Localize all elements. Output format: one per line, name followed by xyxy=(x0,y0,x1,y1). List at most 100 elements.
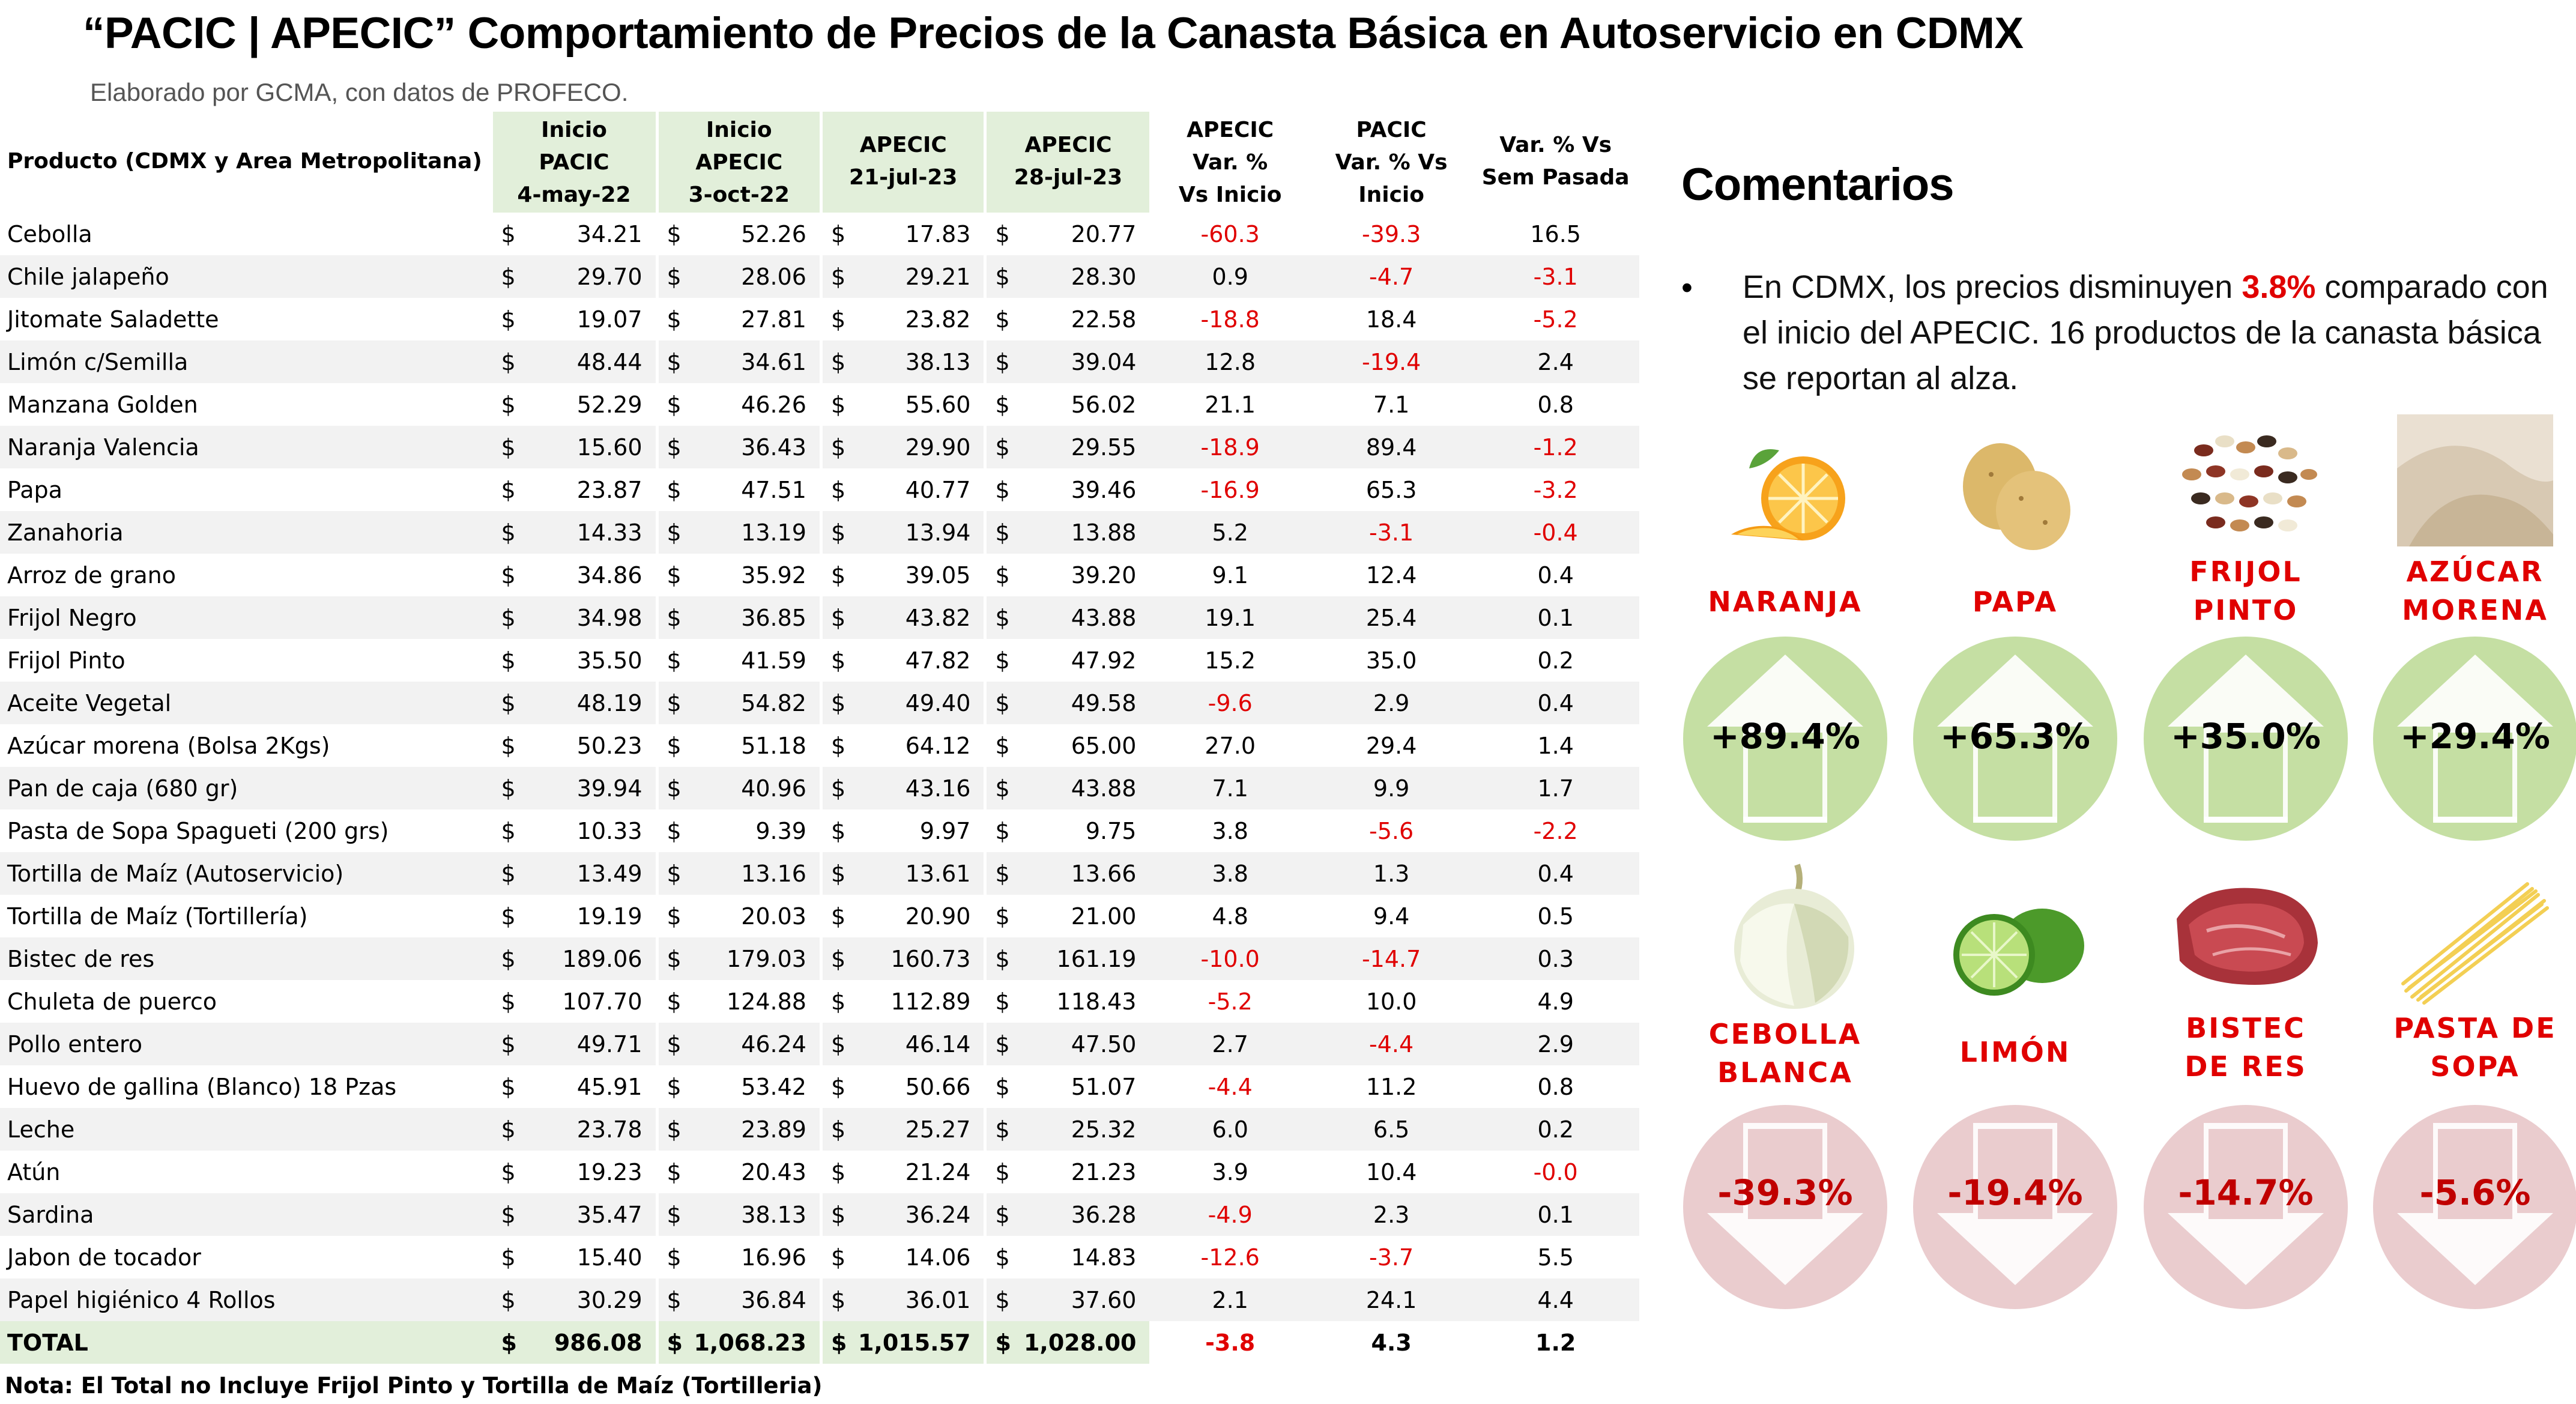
currency-symbol: $ xyxy=(984,255,1020,298)
currency-symbol: $ xyxy=(492,596,528,639)
table-row: Leche $23.78 $23.89 $25.27 $25.32 6.0 6.5 0.2 xyxy=(0,1108,1639,1151)
price-value: 19.19 xyxy=(576,903,642,930)
price-value: 34.61 xyxy=(691,340,821,383)
card-naranja: NARANJA +89.4% xyxy=(1671,408,1899,841)
currency-symbol: $ xyxy=(655,767,692,809)
variation-value: -5.2 xyxy=(1533,306,1578,333)
product-name: Frijol Pinto xyxy=(7,647,125,674)
variation-value: -16.9 xyxy=(1200,476,1260,503)
price-value: 54.82 xyxy=(691,682,821,724)
currency-symbol: $ xyxy=(984,1193,1020,1236)
variation-value: -39.3 xyxy=(1361,220,1421,247)
variation-value: 7.1 xyxy=(1373,391,1410,418)
currency-symbol: $ xyxy=(655,895,692,937)
variation-value: 15.2 xyxy=(1205,647,1256,674)
product-name: Sardina xyxy=(0,1193,493,1236)
product-name: Bistec de res xyxy=(0,937,493,980)
product-name: Jabon de tocador xyxy=(7,1244,201,1271)
increase-value: +65.3% xyxy=(1940,716,2090,757)
price-value: 35.47 xyxy=(527,1193,657,1236)
variation-value: 1.3 xyxy=(1310,852,1472,895)
product-name: Pasta de Sopa Spagueti (200 grs) xyxy=(7,817,389,844)
variation-value: -2.2 xyxy=(1533,817,1578,844)
price-value: 50.23 xyxy=(576,732,642,759)
currency-symbol: $ xyxy=(501,817,516,844)
product-name: Chile jalapeño xyxy=(0,255,493,298)
currency-symbol: $ xyxy=(984,1108,1020,1151)
variation-value: 9.4 xyxy=(1373,903,1410,930)
currency-symbol: $ xyxy=(984,213,1020,255)
variation-value: 9.9 xyxy=(1310,767,1472,809)
price-value: 19.23 xyxy=(576,1158,642,1185)
increase-value: +29.4% xyxy=(2400,716,2550,757)
product-name: Cebolla xyxy=(7,220,92,247)
currency-symbol: $ xyxy=(655,213,692,255)
variation-value: -14.7 xyxy=(1310,937,1472,980)
price-value: 13.88 xyxy=(1020,511,1150,554)
price-value: 15.40 xyxy=(576,1244,642,1271)
page-title: “PACIC | APECIC” Comportamiento de Preci… xyxy=(83,9,2024,58)
currency-symbol: $ xyxy=(492,340,528,383)
price-value: 189.06 xyxy=(527,937,657,980)
price-value: 17.83 xyxy=(905,220,971,247)
variation-value: -1.2 xyxy=(1472,426,1639,468)
variation-value: 0.4 xyxy=(1537,561,1574,589)
price-value: 51.18 xyxy=(741,732,806,759)
currency-symbol: $ xyxy=(984,554,1020,596)
price-value: 51.07 xyxy=(1071,1073,1137,1100)
decrease-value: -5.6% xyxy=(2419,1172,2531,1213)
card-label: PASTA DE SOPA xyxy=(2393,1012,2557,1083)
currency-symbol: $ xyxy=(501,903,516,930)
beans-icon xyxy=(2182,435,2317,531)
currency-symbol: $ xyxy=(984,596,1020,639)
currency-symbol: $ xyxy=(819,852,856,895)
currency-symbol: $ xyxy=(655,852,692,895)
page-subtitle: Elaborado por GCMA, con datos de PROFECO… xyxy=(90,78,629,106)
currency-symbol: $ xyxy=(492,426,528,468)
bullet: • xyxy=(1681,270,1693,306)
table-row: Frijol Pinto $35.50 $41.59 $47.82 $47.92 15.2… xyxy=(0,639,1639,682)
price-value: 39.04 xyxy=(1020,340,1150,383)
table-row: Papa $23.87 $47.51 $40.77 $39.46 -16.9 65.3 -3.… xyxy=(0,468,1639,511)
price-value: 46.24 xyxy=(691,1023,821,1065)
currency-symbol: $ xyxy=(819,1108,856,1151)
price-value: 13.66 xyxy=(1020,852,1150,895)
currency-symbol: $ xyxy=(501,1158,516,1185)
card-label: PAPA xyxy=(1972,586,2058,618)
variation-value: 0.2 xyxy=(1472,1108,1639,1151)
variation-value: 0.1 xyxy=(1472,596,1639,639)
table-header-row: Producto (CDMX y Area Metropolitana) Ini… xyxy=(0,112,1639,213)
price-value: 36.84 xyxy=(691,1278,821,1321)
comments-title: Comentarios xyxy=(1681,159,1955,210)
currency-symbol: $ xyxy=(492,511,528,554)
price-value: 13.94 xyxy=(856,511,985,554)
card-label: NARANJA xyxy=(1708,586,1863,618)
table-total-row: TOTAL $986.08 $1,068.23 $1,015.57 $1,028.00-… xyxy=(0,1321,1639,1364)
table-row: Zanahoria $14.33 $13.19 $13.94 $13.88 5.2 -3.1… xyxy=(0,511,1639,554)
variation-value: 7.1 xyxy=(1149,767,1311,809)
price-value: 52.29 xyxy=(576,391,642,418)
currency-symbol: $ xyxy=(819,809,856,852)
variation-value: 5.5 xyxy=(1537,1244,1574,1271)
increase-circle: +65.3% xyxy=(1913,637,2117,841)
table-row: Aceite Vegetal $48.19 $54.82 $49.40 $49.58 -9… xyxy=(0,682,1639,724)
currency-symbol: $ xyxy=(819,383,856,426)
table-row: Pollo entero $49.71 $46.24 $46.14 $47.50 2.7-… xyxy=(0,1023,1639,1065)
price-value: 20.77 xyxy=(1071,220,1137,247)
price-value: 25.32 xyxy=(1020,1108,1150,1151)
product-name: Atún xyxy=(7,1158,61,1185)
product-name: Leche xyxy=(0,1108,493,1151)
currency-symbol: $ xyxy=(655,298,692,340)
variation-value: -60.3 xyxy=(1200,220,1260,247)
price-value: 112.89 xyxy=(890,988,971,1015)
price-value: 45.91 xyxy=(576,1073,642,1100)
currency-symbol: $ xyxy=(819,1151,856,1193)
table-row: Pan de caja (680 gr) $39.94 $40.96 $43.16 $4… xyxy=(0,767,1639,809)
variation-value: -3.2 xyxy=(1533,476,1578,503)
price-value: 55.60 xyxy=(905,391,971,418)
variation-value: 2.4 xyxy=(1472,340,1639,383)
currency-symbol: $ xyxy=(655,980,692,1023)
currency-symbol: $ xyxy=(655,937,692,980)
variation-value: 0.8 xyxy=(1537,1073,1574,1100)
currency-symbol: $ xyxy=(655,426,692,468)
